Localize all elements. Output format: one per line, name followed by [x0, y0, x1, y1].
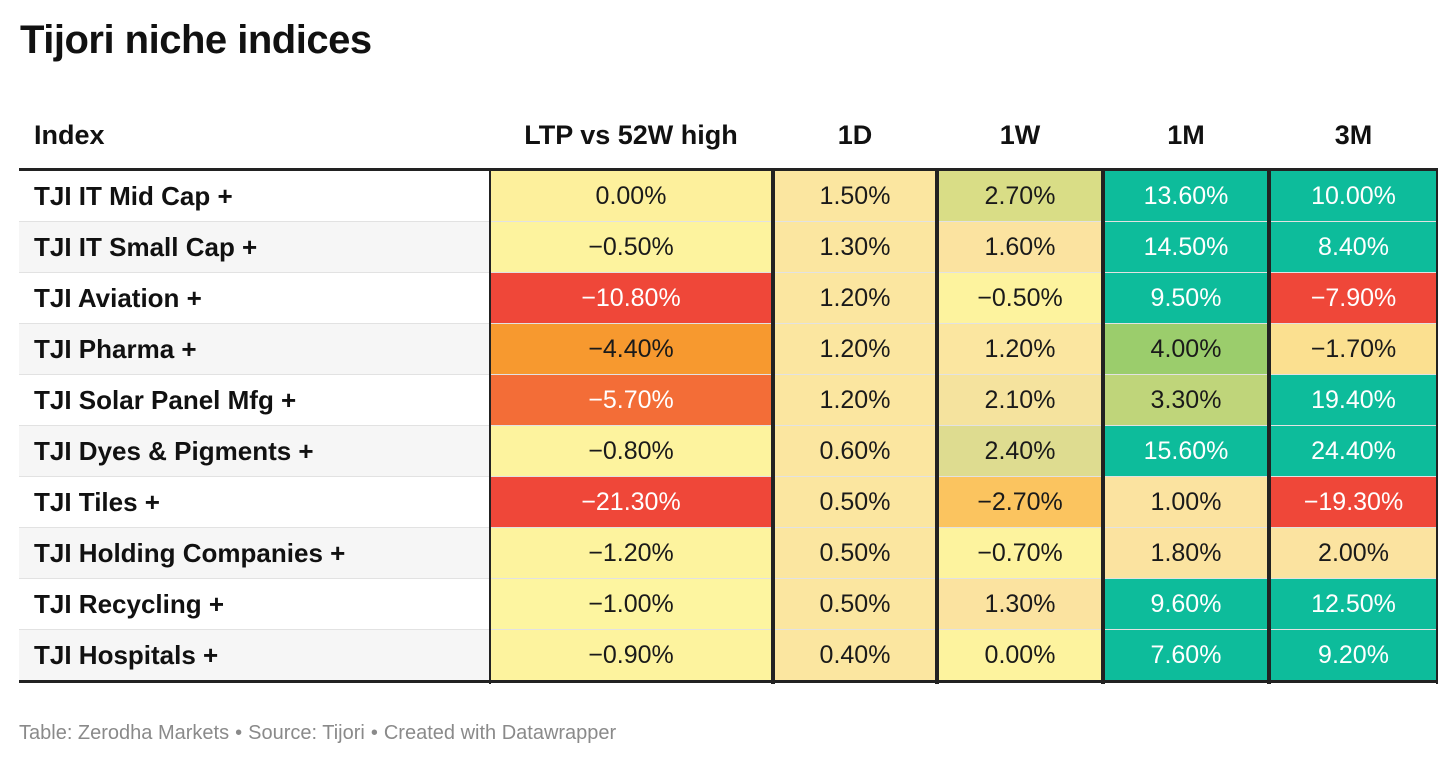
index-name: TJI Holding Companies + — [34, 538, 346, 568]
value-cell-1d: 0.50% — [773, 477, 937, 527]
index-name: TJI IT Mid Cap + — [34, 181, 233, 211]
column-header-3m: 3M — [1334, 120, 1373, 150]
value-cell-ltp-vs-52w-high: −5.70% — [489, 375, 773, 425]
value-cell-3m: 19.40% — [1269, 375, 1438, 425]
value-cell-3m: −19.30% — [1269, 477, 1438, 527]
value-cell-1d: 1.20% — [773, 375, 937, 425]
value-cell-1m: 3.30% — [1103, 375, 1269, 425]
value-cell-1d: 1.20% — [773, 324, 937, 374]
value-cell-1m: 15.60% — [1103, 426, 1269, 476]
value-cell-ltp-vs-52w-high: −0.50% — [489, 222, 773, 272]
table-row: TJI IT Mid Cap + 0.00% 1.50% 2.70% 13.60% 10.… — [19, 171, 1438, 222]
table-row: TJI Recycling + −1.00% 0.50% 1.30% 9.60% 12.5… — [19, 579, 1438, 630]
value-cell-1w: −2.70% — [937, 477, 1103, 527]
chart-title: Tijori niche indices — [20, 18, 372, 62]
value-cell-ltp-vs-52w-high: −4.40% — [489, 324, 773, 374]
table-header: Index LTP vs 52W high 1D 1W 1M 3M — [19, 106, 1438, 171]
value-cell-1w: 1.20% — [937, 324, 1103, 374]
value-cell-1w: 1.30% — [937, 579, 1103, 629]
indices-table: Index LTP vs 52W high 1D 1W 1M 3M TJI IT Mid … — [19, 106, 1438, 684]
value-cell-ltp-vs-52w-high: −0.80% — [489, 426, 773, 476]
column-header-ltp-vs-52w-high: LTP vs 52W high — [524, 120, 738, 150]
table-row: TJI Solar Panel Mfg + −5.70% 1.20% 2.10% 3.3… — [19, 375, 1438, 426]
index-name: TJI Aviation + — [34, 283, 202, 313]
value-cell-1m: 7.60% — [1103, 630, 1269, 680]
table-row: TJI Pharma + −4.40% 1.20% 1.20% 4.00% −1.70% — [19, 324, 1438, 375]
index-name: TJI IT Small Cap + — [34, 232, 258, 262]
value-cell-3m: 12.50% — [1269, 579, 1438, 629]
chart-footer: Table: Zerodha Markets • Source: Tijori • Cr… — [19, 722, 616, 745]
value-cell-1m: 9.50% — [1103, 273, 1269, 323]
value-cell-1d: 1.30% — [773, 222, 937, 272]
value-cell-1m: 14.50% — [1103, 222, 1269, 272]
value-cell-1m: 1.00% — [1103, 477, 1269, 527]
value-cell-3m: 2.00% — [1269, 528, 1438, 578]
index-name: TJI Solar Panel Mfg + — [34, 385, 297, 415]
value-cell-1w: 2.10% — [937, 375, 1103, 425]
column-header-1d: 1D — [837, 120, 873, 150]
value-cell-1d: 1.20% — [773, 273, 937, 323]
index-name: TJI Recycling + — [34, 589, 225, 619]
value-cell-ltp-vs-52w-high: −0.90% — [489, 630, 773, 680]
value-cell-3m: 8.40% — [1269, 222, 1438, 272]
value-cell-1w: 0.00% — [937, 630, 1103, 680]
value-cell-ltp-vs-52w-high: −10.80% — [489, 273, 773, 323]
table-row: TJI Tiles + −21.30% 0.50% −2.70% 1.00% −19.30… — [19, 477, 1438, 528]
index-name: TJI Hospitals + — [34, 640, 219, 670]
table-row: TJI Dyes & Pigments + −0.80% 0.60% 2.40% 15.… — [19, 426, 1438, 477]
value-cell-1d: 1.50% — [773, 171, 937, 221]
value-cell-ltp-vs-52w-high: −21.30% — [489, 477, 773, 527]
value-cell-ltp-vs-52w-high: −1.00% — [489, 579, 773, 629]
value-cell-1d: 0.50% — [773, 528, 937, 578]
value-cell-3m: −1.70% — [1269, 324, 1438, 374]
column-header-index: Index — [34, 120, 105, 150]
value-cell-ltp-vs-52w-high: 0.00% — [489, 171, 773, 221]
value-cell-1w: 1.60% — [937, 222, 1103, 272]
value-cell-1m: 1.80% — [1103, 528, 1269, 578]
value-cell-3m: 9.20% — [1269, 630, 1438, 680]
value-cell-1m: 4.00% — [1103, 324, 1269, 374]
value-cell-1d: 0.50% — [773, 579, 937, 629]
value-cell-1m: 13.60% — [1103, 171, 1269, 221]
table-body: TJI IT Mid Cap +0.00% 1.50% 2.70% 13.60% 10.… — [19, 171, 1438, 683]
table-credit: Table: Zerodha Markets — [19, 722, 230, 744]
index-name: TJI Pharma + — [34, 334, 197, 364]
column-header-1w: 1W — [999, 120, 1041, 150]
value-cell-1d: 0.40% — [773, 630, 937, 680]
value-cell-1w: −0.70% — [937, 528, 1103, 578]
value-cell-1w: 2.70% — [937, 171, 1103, 221]
value-cell-3m: 10.00% — [1269, 171, 1438, 221]
column-header-1m: 1M — [1167, 120, 1205, 150]
value-cell-ltp-vs-52w-high: −1.20% — [489, 528, 773, 578]
footer-separator: • — [370, 722, 378, 744]
table-row: TJI Hospitals + −0.90% 0.40% 0.00% 7.60% 9.20… — [19, 630, 1438, 683]
table-row: TJI IT Small Cap + −0.50% 1.30% 1.60% 14.50%… — [19, 222, 1438, 273]
value-cell-3m: 24.40% — [1269, 426, 1438, 476]
value-cell-1w: −0.50% — [937, 273, 1103, 323]
index-name: TJI Tiles + — [34, 487, 160, 517]
table-row: TJI Holding Companies + −1.20% 0.50% −0.70%… — [19, 528, 1438, 579]
value-cell-1m: 9.60% — [1103, 579, 1269, 629]
value-cell-3m: −7.90% — [1269, 273, 1438, 323]
value-cell-1w: 2.40% — [937, 426, 1103, 476]
footer-separator: • — [235, 722, 243, 744]
index-name: TJI Dyes & Pigments + — [34, 436, 314, 466]
created-credit: Created with Datawrapper — [383, 722, 617, 744]
table-row: TJI Aviation + −10.80% 1.20% −0.50% 9.50% −7.… — [19, 273, 1438, 324]
source-credit: Source: Tijori — [248, 722, 365, 744]
value-cell-1d: 0.60% — [773, 426, 937, 476]
